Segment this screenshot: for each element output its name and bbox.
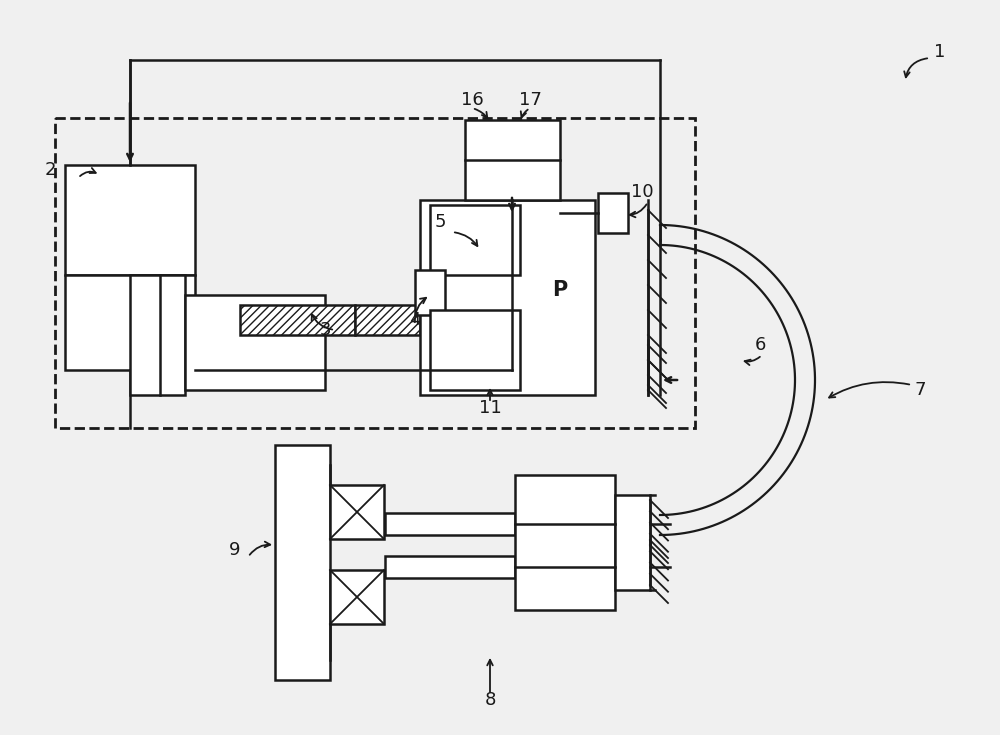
Text: 16: 16 — [461, 91, 483, 109]
Bar — [65, 165, 195, 275]
Bar — [385, 556, 515, 578]
Bar — [420, 200, 595, 395]
Bar — [130, 275, 185, 395]
Bar — [275, 445, 330, 680]
Text: 17: 17 — [519, 91, 541, 109]
Text: 3: 3 — [319, 321, 331, 339]
Text: 10: 10 — [631, 183, 653, 201]
Bar — [55, 118, 695, 428]
Text: 4: 4 — [409, 311, 421, 329]
Bar — [515, 475, 615, 610]
Bar — [465, 120, 560, 200]
Bar — [330, 485, 384, 539]
Bar — [415, 270, 445, 315]
Text: 1: 1 — [934, 43, 946, 61]
Text: 2: 2 — [44, 161, 56, 179]
Bar — [65, 275, 195, 370]
Bar — [615, 495, 650, 590]
Text: P: P — [552, 280, 568, 300]
Bar — [430, 310, 520, 390]
Text: 5: 5 — [434, 213, 446, 231]
Bar — [385, 513, 515, 535]
Bar — [185, 295, 325, 390]
Bar — [330, 570, 384, 624]
Text: 8: 8 — [484, 691, 496, 709]
Text: 7: 7 — [914, 381, 926, 399]
Bar — [430, 205, 520, 275]
Bar — [240, 305, 355, 335]
Bar — [355, 305, 420, 335]
Bar — [598, 193, 628, 233]
Text: 6: 6 — [754, 336, 766, 354]
Text: 11: 11 — [479, 399, 501, 417]
Text: 9: 9 — [229, 541, 241, 559]
